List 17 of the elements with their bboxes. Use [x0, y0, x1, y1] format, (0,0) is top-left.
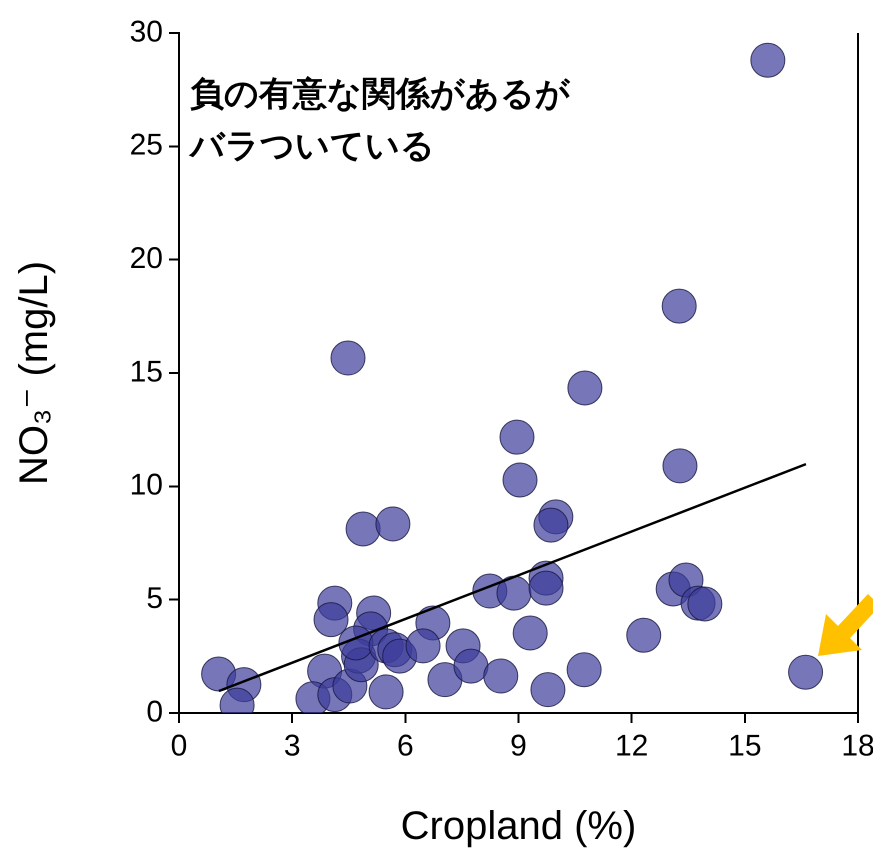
- x-tick-label: 0: [170, 729, 188, 762]
- y-tick-label: 10: [130, 468, 163, 502]
- y-tick-label: 20: [130, 242, 163, 275]
- x-axis-title: Cropland (%): [400, 804, 636, 848]
- annotation: バラついている: [190, 125, 435, 168]
- x-tick-label: 9: [510, 729, 527, 762]
- x-tick-label: 6: [396, 729, 414, 762]
- y-tick-label: 30: [130, 15, 163, 48]
- y-tick-label: 0: [146, 695, 163, 728]
- annotation: 負の有意な関係があるが: [190, 73, 570, 116]
- x-tick-label: 3: [284, 729, 301, 762]
- y-axis-title: NO₃⁻ (mg/L): [12, 260, 56, 486]
- y-tick-label: 15: [130, 355, 163, 388]
- x-tick-label: 12: [614, 729, 648, 762]
- y-tick-label: 25: [130, 128, 163, 162]
- y-tick-label: 5: [146, 582, 163, 615]
- x-tick-label: 15: [728, 729, 762, 762]
